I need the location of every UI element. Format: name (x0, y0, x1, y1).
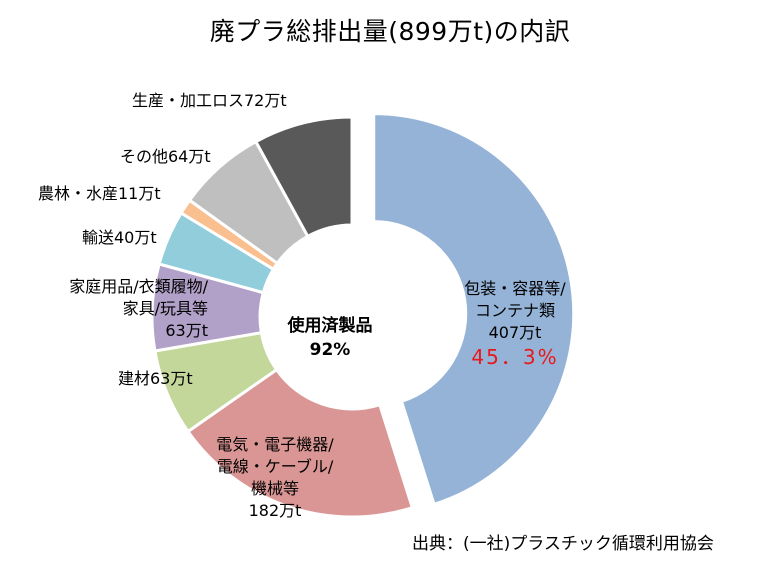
label-household-line1: 家庭用品/衣類履物/ (69, 277, 208, 296)
center-label-line2: 92% (309, 340, 351, 360)
slice-0 (372, 112, 576, 507)
label-household: 家庭用品/衣類履物/ 家具/玩具等 63万t (0, 276, 208, 342)
label-household-value: 63万t (165, 321, 208, 340)
label-electrical-line3: 機械等 (250, 479, 299, 498)
label-agriculture: 農林・水産11万t (38, 184, 161, 203)
label-electrical-line2: 電線・ケーブル/ (216, 457, 334, 476)
slice-1 (185, 367, 415, 519)
label-electrical-line1: 電気・電子機器/ (216, 435, 334, 454)
label-production-loss: 生産・加工ロス72万t (132, 91, 287, 110)
label-other: その他64万t (120, 147, 211, 166)
label-electrical-value: 182万t (248, 501, 302, 520)
label-electrical: 電気・電子機器/ 電線・ケーブル/ 機械等 182万t (190, 434, 360, 522)
source-note: 出典：(一社)プラスチック循環利用協会 (412, 534, 714, 554)
label-transport: 輸送40万t (82, 228, 157, 247)
chart-title: 廃プラ総排出量(899万t)の内訳 (209, 17, 571, 46)
slice-7 (253, 115, 354, 239)
label-packaging-value: 407万t (488, 323, 542, 342)
label-packaging: 包装・容器等/ コンテナ類 407万t 45．3% (440, 278, 590, 370)
label-packaging-line1: 包装・容器等/ (464, 279, 566, 298)
label-household-line2: 家具/玩具等 (122, 299, 208, 318)
label-building: 建材63万t (118, 369, 193, 388)
label-packaging-line2: コンテナ類 (474, 301, 555, 320)
center-label-line1: 使用済製品 (287, 316, 373, 336)
label-packaging-percent: 45．3% (471, 345, 559, 369)
center-label: 使用済製品 92% (280, 314, 380, 362)
